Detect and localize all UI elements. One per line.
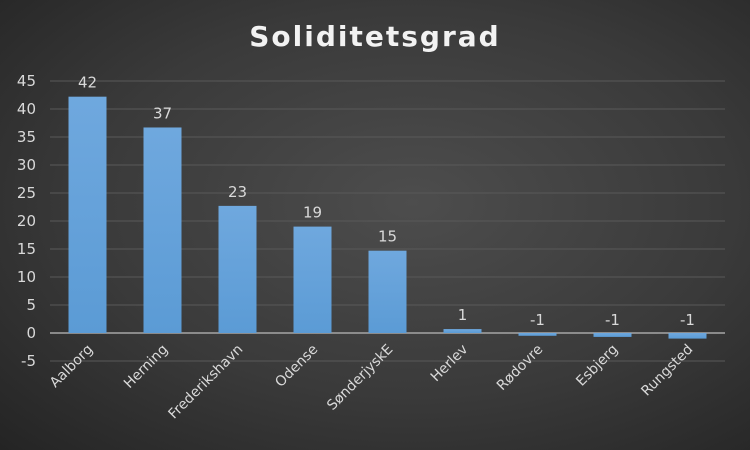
x-tick-label: Herlev bbox=[428, 342, 472, 386]
bar bbox=[443, 329, 482, 333]
data-label: 19 bbox=[303, 204, 322, 222]
y-tick-label: -5 bbox=[21, 352, 36, 370]
x-tick-label: Frederikshavn bbox=[166, 342, 247, 423]
data-label: 37 bbox=[153, 104, 172, 122]
chart-title: Soliditetsgrad bbox=[249, 20, 500, 53]
y-tick-label: 35 bbox=[17, 128, 36, 146]
y-tick-label: 0 bbox=[26, 324, 36, 342]
y-tick-label: 10 bbox=[17, 268, 36, 286]
bar bbox=[218, 205, 257, 333]
data-label: 15 bbox=[378, 228, 397, 246]
bar bbox=[593, 333, 632, 337]
data-label: 1 bbox=[458, 306, 468, 324]
bar bbox=[518, 333, 557, 336]
x-tick-label: Aalborg bbox=[47, 342, 96, 391]
data-label: -1 bbox=[680, 311, 695, 329]
y-tick-label: 5 bbox=[26, 296, 36, 314]
bar bbox=[668, 333, 707, 339]
x-tick-label: Odense bbox=[272, 342, 321, 391]
x-tick-label: Rødovre bbox=[494, 342, 546, 394]
x-tick-label: Herning bbox=[121, 342, 171, 392]
data-label: 23 bbox=[228, 183, 247, 201]
x-tick-label: Rungsted bbox=[638, 342, 696, 400]
bar bbox=[68, 96, 107, 334]
y-tick-label: 20 bbox=[17, 212, 36, 230]
y-tick-label: 15 bbox=[17, 240, 36, 258]
bar bbox=[293, 226, 332, 333]
y-tick-label: 45 bbox=[17, 72, 36, 90]
x-tick-label: SønderjyskE bbox=[324, 342, 396, 414]
bar bbox=[368, 250, 407, 333]
data-label: 42 bbox=[78, 74, 97, 92]
y-tick-label: 30 bbox=[17, 156, 36, 174]
y-tick-label: 25 bbox=[17, 184, 36, 202]
x-tick-label: Esbjerg bbox=[573, 342, 621, 390]
y-tick-label: 40 bbox=[17, 100, 36, 118]
bar bbox=[143, 127, 182, 333]
data-label: -1 bbox=[605, 311, 620, 329]
data-label: -1 bbox=[530, 311, 545, 329]
